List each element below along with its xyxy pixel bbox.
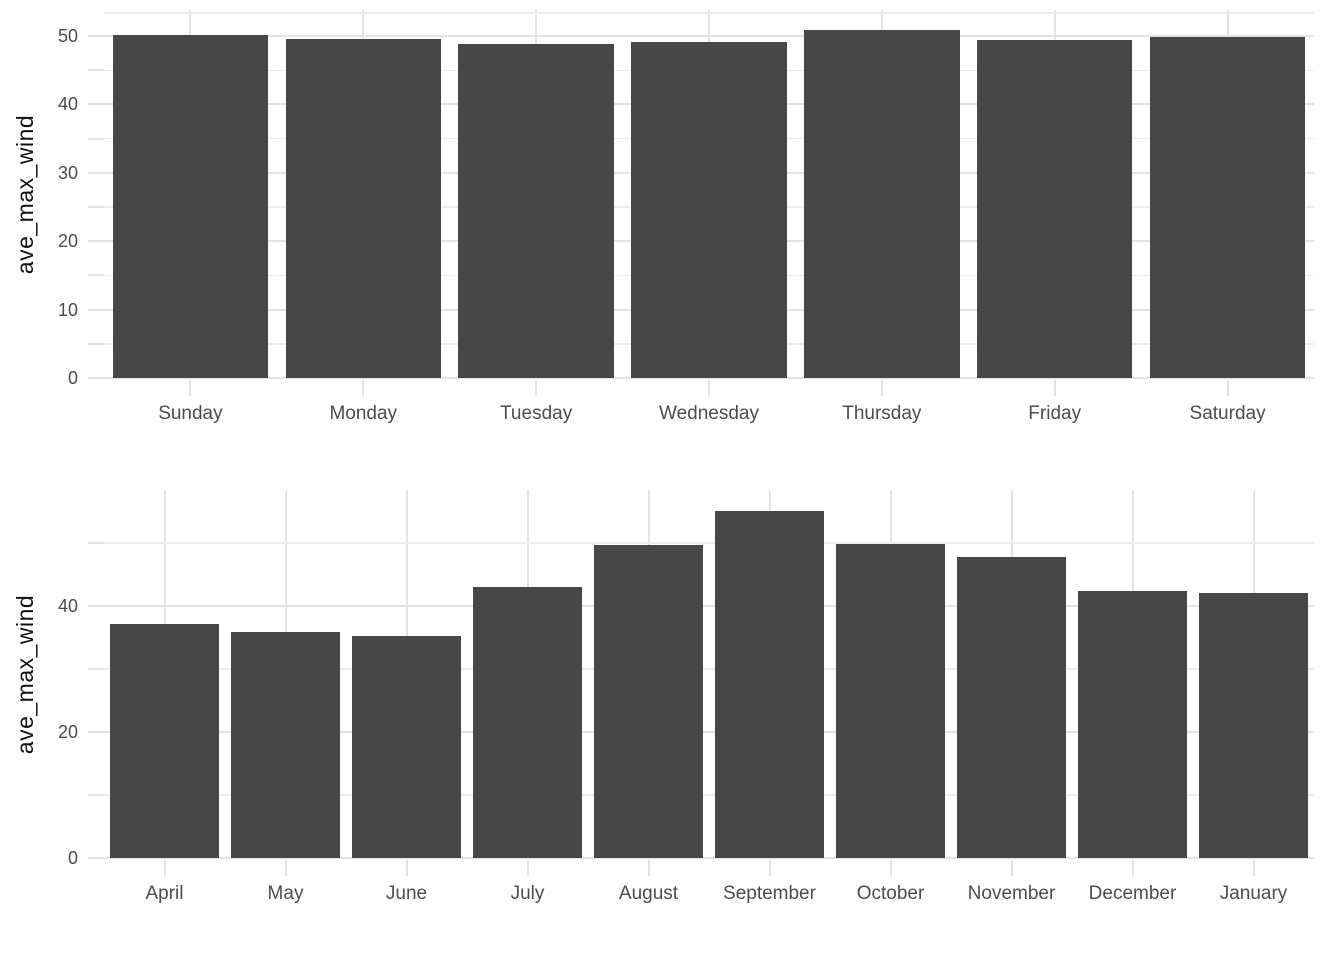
bar-thursday [804,29,960,378]
x-tick-label-thursday: Thursday [842,403,922,424]
y-axis-tick [88,103,104,106]
bar-april [110,623,219,858]
x-tick-label-may: May [267,883,304,904]
x-axis-tick [189,380,192,396]
bar-sunday [112,34,269,378]
y-axis-tick [88,274,104,277]
bar-friday [976,40,1133,378]
gridline-minor [104,12,1314,14]
x-axis-tick [708,380,710,396]
gridline-major [104,730,1314,733]
weekday-chart-panel: 0 10 20 30 40 50 Sunday Monday Tuesday Wednesday T… [58,10,1314,424]
gridline-minor [104,542,1314,544]
y-tick-label: 50 [57,25,78,46]
y-axis-tick [88,171,104,174]
y-axis-tick [88,34,104,37]
x-tick-label-tuesday: Tuesday [500,403,573,424]
x-axis-tick [526,860,529,876]
x-tick-label-monday: Monday [329,403,398,424]
y-tick-label: 20 [57,721,78,742]
bar-saturday [1149,36,1306,378]
y-axis-title-wrap: ave_max_wind [2,10,50,378]
x-tick-label-october: October [856,883,925,904]
gridline-minor [104,668,1314,670]
x-axis-tick [1010,860,1013,876]
y-tick-label: 30 [57,162,78,183]
x-tick-label-january: January [1219,883,1288,904]
x-tick-label-wednesday: Wednesday [658,403,759,424]
y-axis-tick [88,541,104,544]
gridline-major [104,857,1314,859]
gridline-major [104,34,1314,37]
bar-wednesday [631,42,787,378]
bar-tuesday [458,43,614,378]
bar-september [715,511,824,858]
x-tick-label-sunday: Sunday [158,403,223,424]
bar-august [594,545,703,858]
bar-july [473,587,582,858]
y-axis-tick [88,240,104,243]
x-tick-label-saturday: Saturday [1189,403,1266,424]
y-axis-tick [88,137,104,140]
y-tick-label: 10 [57,299,78,320]
y-axis-tick [88,69,104,72]
x-axis-tick [284,860,287,876]
y-axis-title-wrap: ave_max_wind [2,490,50,858]
x-tick-label-august: August [618,883,679,904]
bar-monday [285,38,442,378]
gridline-minor [104,794,1314,796]
y-tick-label: 20 [57,231,78,252]
x-tick-label-november: November [967,883,1056,904]
y-axis-tick [88,205,104,208]
x-axis-tick [880,380,883,396]
x-axis-tick [889,860,892,876]
bar-june [352,636,461,858]
y-tick-label: 0 [67,368,78,388]
x-tick-label-friday: Friday [1028,403,1082,424]
x-axis-tick [405,860,408,876]
y-axis-tick [88,308,104,311]
x-axis-tick [1226,380,1229,396]
y-axis-tick [88,377,104,379]
y-tick-label: 40 [57,595,78,616]
x-tick-label-july: July [510,883,545,904]
x-axis-tick [362,380,365,396]
bar-december [1078,591,1187,858]
x-tick-label-april: April [145,883,184,904]
x-tick-label-september: September [723,883,816,904]
x-axis-tick [163,860,166,876]
x-axis-tick [768,860,771,876]
x-axis-tick [1131,860,1134,876]
x-tick-label-june: June [385,883,428,904]
gridline-major [104,604,1314,607]
bar-october [836,543,945,858]
x-axis-tick [1252,860,1255,876]
x-axis-tick [535,380,538,396]
y-axis-tick [88,342,104,345]
y-tick-label: 0 [67,848,78,868]
bar-november [957,556,1066,858]
x-tick-label-december: December [1088,883,1177,904]
y-axis-tick [88,793,104,796]
x-axis-tick [1053,380,1056,396]
y-axis-tick [88,667,104,670]
bar-may [231,631,340,858]
x-axis-tick [647,860,650,876]
month-chart-panel: 0 20 40 April May June July August September Octo… [58,490,1314,904]
y-axis-tick [88,857,104,859]
y-axis-tick [88,730,104,733]
y-tick-label: 40 [57,94,78,115]
gridline-major [104,377,1314,379]
y-axis-tick [88,604,104,607]
bar-january [1199,593,1308,858]
